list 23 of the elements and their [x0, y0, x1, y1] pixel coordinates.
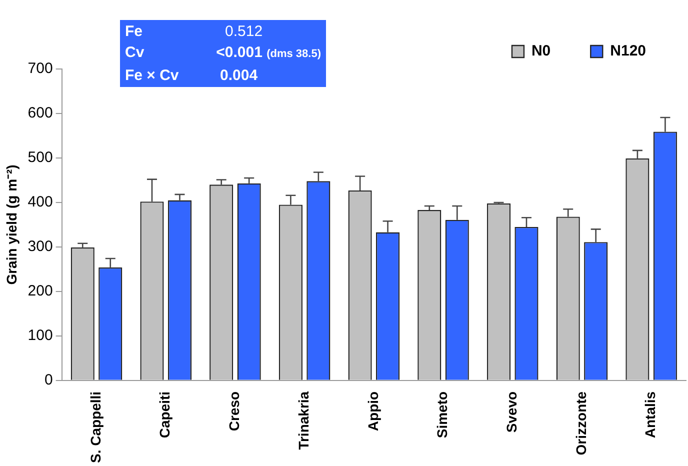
x-tick-label: Orizzonte [572, 391, 589, 456]
x-tick-label: Antalis [642, 391, 658, 438]
legend-label: N120 [610, 42, 646, 60]
x-tick-label: Capeiti [156, 391, 173, 438]
x-tick-label: Simeto [434, 391, 450, 438]
statistics-panel: Fe 0.512 Cv <0.001 (dms 38.5) Fe × Cv 0.004 [120, 20, 326, 87]
y-tick-label: 600 [28, 104, 53, 122]
y-axis-title: Grain yield (g m⁻²) [3, 164, 20, 285]
y-tick-label: 100 [28, 327, 53, 344]
legend-label: N0 [531, 42, 551, 60]
y-tick-label: 0 [44, 372, 53, 389]
x-tick-label: Creso [226, 391, 242, 432]
y-tick-label: 400 [28, 194, 53, 211]
annotation: 0.004 [220, 67, 258, 84]
annotation: Fe × Cv [125, 67, 179, 84]
x-tick-label: Svevo [503, 391, 520, 433]
y-tick-label: 700 [28, 60, 53, 78]
x-tick-label: S. Cappelli [87, 391, 104, 464]
y-tick-label: 300 [28, 238, 53, 256]
x-tick-label: Trinakria [295, 391, 312, 450]
y-tick-label: 500 [28, 149, 53, 166]
x-tick-label: Appio [364, 391, 381, 432]
y-tick-label: 200 [28, 282, 53, 300]
